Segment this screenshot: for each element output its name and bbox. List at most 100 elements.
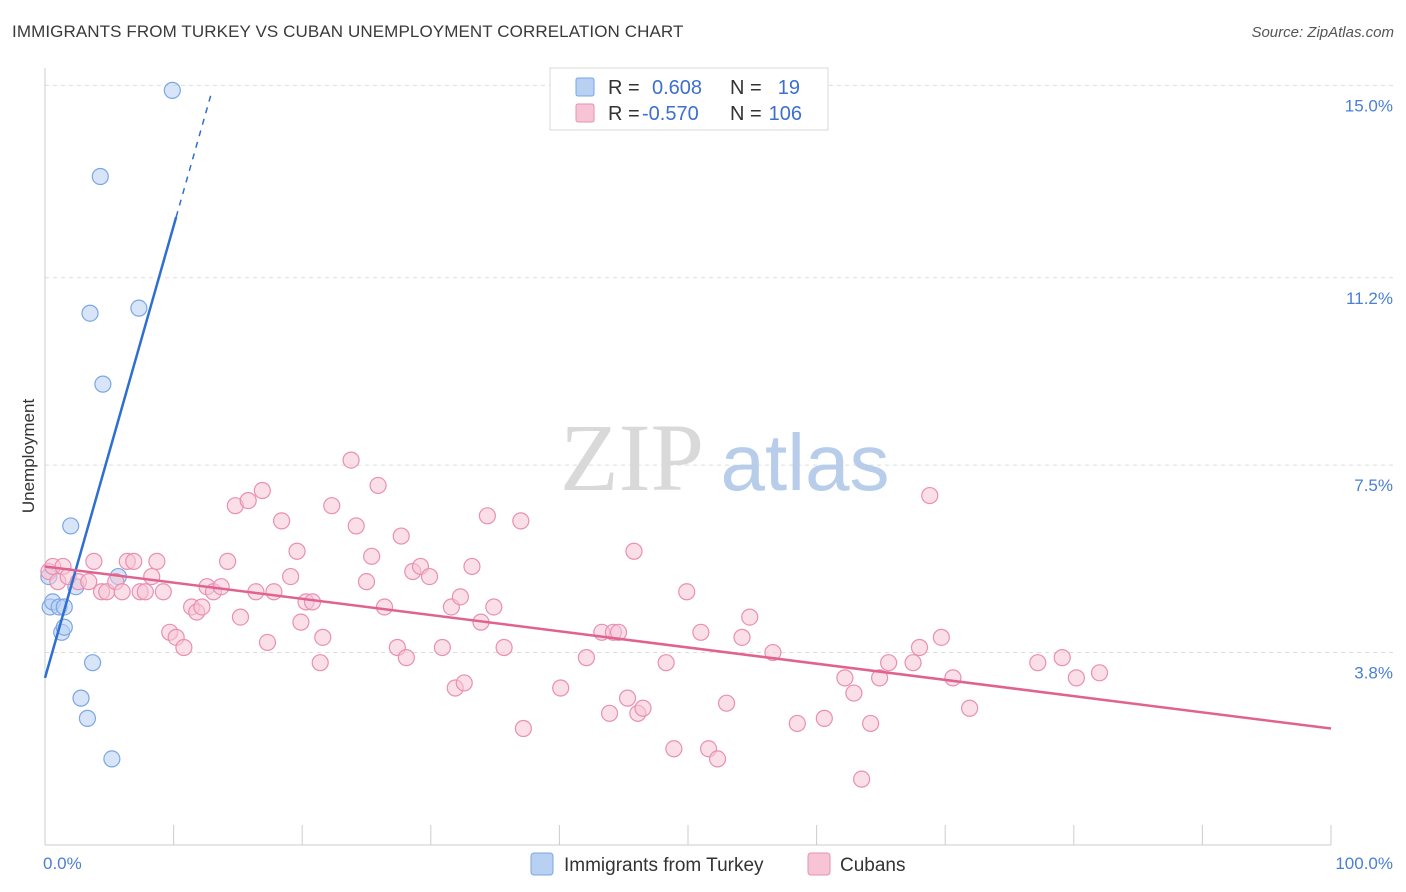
point-immigrants-from-turkey [72, 689, 90, 707]
point-cubans [618, 689, 637, 707]
point-cubans [733, 628, 751, 646]
trend-line-extension-immigrants-from-turkey [175, 90, 213, 218]
y-tick-labels: 3.8% 7.5% 11.2% 15.0% [1345, 96, 1393, 682]
point-cubans [788, 714, 806, 733]
trend-lines [43, 90, 1332, 730]
bottom-legend-swatch-pink [807, 852, 831, 876]
point-cubans [609, 623, 628, 641]
gridlines [45, 84, 1395, 654]
point-immigrants-from-turkey [83, 654, 102, 672]
point-cubans [1090, 664, 1109, 682]
series-legend: Immigrants from Turkey Cubans [530, 852, 906, 876]
watermark-atlas: atlas [721, 418, 890, 507]
point-cubans [853, 770, 871, 788]
point-cubans [292, 613, 310, 631]
y-tick-label: 3.8% [1354, 664, 1393, 683]
point-cubans [363, 547, 381, 565]
point-cubans [80, 573, 98, 591]
point-cubans [143, 567, 161, 586]
point-cubans [273, 512, 291, 530]
point-cubans [265, 583, 283, 601]
point-cubans [397, 649, 415, 667]
point-cubans [433, 638, 451, 657]
point-cubans [577, 649, 596, 667]
point-cubans [880, 654, 898, 672]
point-cubans [485, 598, 503, 616]
point-cubans [961, 699, 979, 717]
bottom-legend-label-blue: Immigrants from Turkey [564, 855, 764, 876]
point-cubans [113, 583, 131, 601]
point-cubans [665, 740, 683, 758]
x-tick-label-max: 100.0% [1335, 854, 1393, 873]
x-tick-label-min: 0.0% [43, 854, 82, 873]
point-cubans [451, 588, 469, 606]
point-immigrants-from-turkey [103, 750, 121, 768]
point-cubans [932, 628, 950, 646]
point-cubans [154, 583, 172, 601]
point-immigrants-from-turkey [81, 304, 99, 322]
bottom-legend-label-pink: Cubans [840, 855, 906, 876]
watermark-zip: ZIP [560, 404, 704, 511]
point-cubans [625, 542, 643, 560]
watermark: ZIP atlas [560, 404, 889, 511]
point-cubans [323, 497, 341, 515]
point-cubans [514, 719, 532, 738]
legend-r-label-pink: R = [608, 103, 640, 125]
legend-n-label-blue: N = [730, 77, 762, 99]
point-cubans [392, 527, 410, 545]
point-cubans [862, 714, 880, 733]
legend-n-value-blue: 19 [778, 77, 800, 99]
bottom-legend-swatch-blue [530, 852, 554, 876]
point-cubans [347, 517, 365, 535]
stats-legend: R = 0.608 N = 19 R = -0.570 N = 106 [549, 67, 829, 131]
point-cubans [657, 654, 675, 672]
point-cubans [512, 512, 530, 530]
point-immigrants-from-turkey [78, 709, 97, 727]
point-cubans [258, 633, 277, 652]
legend-r-label-blue: R = [608, 77, 640, 99]
chart-title: IMMIGRANTS FROM TURKEY VS CUBAN UNEMPLOY… [12, 22, 684, 41]
point-cubans [239, 492, 257, 510]
point-cubans [342, 451, 360, 469]
point-cubans [463, 557, 481, 576]
legend-r-value-blue: 0.608 [652, 77, 702, 99]
legend-n-value-pink: 106 [769, 103, 802, 125]
point-cubans [357, 573, 376, 591]
point-cubans [871, 669, 889, 687]
point-cubans [678, 583, 696, 601]
point-cubans [311, 654, 329, 672]
series-immigrants-from-turkey [40, 81, 181, 768]
y-tick-label: 7.5% [1354, 476, 1393, 495]
point-cubans [375, 598, 394, 616]
point-cubans [420, 567, 439, 586]
trend-line-immigrants-from-turkey [43, 216, 178, 679]
point-immigrants-from-turkey [91, 167, 109, 186]
point-cubans [231, 608, 250, 626]
point-cubans [815, 709, 833, 727]
legend-r-value-pink: -0.570 [642, 103, 699, 125]
point-cubans [634, 699, 652, 717]
point-cubans [910, 638, 929, 657]
point-cubans [369, 476, 387, 495]
chart-source: Source: ZipAtlas.com [1251, 24, 1394, 41]
point-cubans [944, 669, 962, 687]
point-cubans [455, 674, 473, 692]
y-tick-label: 15.0% [1345, 96, 1393, 115]
point-cubans [600, 704, 619, 722]
axes [44, 68, 1332, 846]
point-cubans [253, 481, 271, 500]
point-cubans [193, 598, 211, 616]
legend-swatch-blue [575, 77, 595, 97]
point-cubans [1067, 669, 1085, 687]
point-cubans [552, 679, 570, 697]
point-immigrants-from-turkey [130, 299, 148, 317]
point-cubans [282, 567, 300, 586]
point-cubans [921, 486, 939, 505]
point-cubans [845, 684, 863, 702]
point-immigrants-from-turkey [94, 375, 112, 393]
point-cubans [288, 542, 306, 560]
point-cubans [148, 552, 166, 570]
point-cubans [495, 638, 513, 657]
trend-line-cubans [44, 565, 1332, 730]
